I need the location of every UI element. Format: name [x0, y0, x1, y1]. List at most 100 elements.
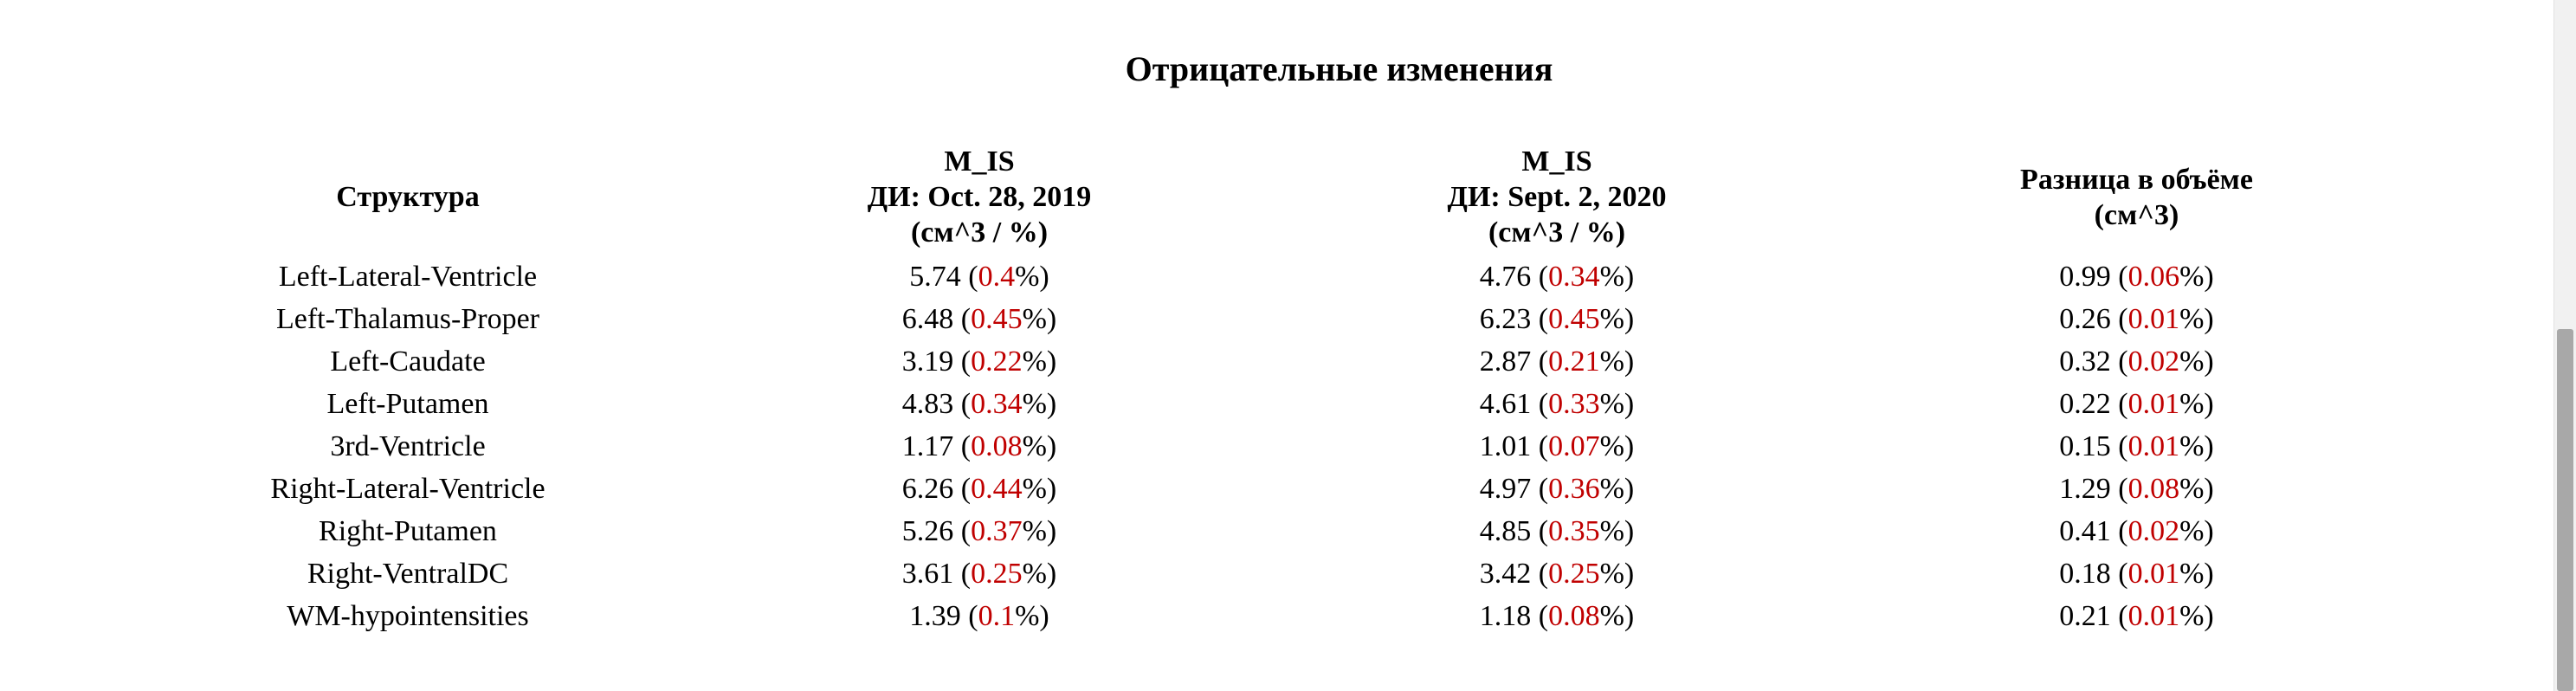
difference-percent: 0.01	[2127, 430, 2180, 462]
scan-2-percent: 0.33	[1548, 388, 1600, 420]
scan-1-percent: 0.1	[978, 600, 1016, 632]
difference-cell: 1.29 (0.08%)	[2059, 473, 2214, 505]
header-difference-units: (см^3)	[2094, 198, 2179, 231]
difference-cell: 0.41 (0.02%)	[2059, 515, 2214, 547]
difference-cell: 0.22 (0.01%)	[2059, 388, 2214, 420]
difference-volume: 1.29	[2059, 473, 2111, 505]
header-scan-1-units: (см^3 / %)	[910, 216, 1049, 249]
scan-2-volume: 4.76	[1479, 261, 1532, 293]
scan-1-volume: 6.26	[901, 473, 954, 505]
scan-1-volume: 6.48	[901, 303, 954, 335]
scan-2-cell: 4.76 (0.34%)	[1479, 261, 1635, 293]
scan-1-volume: 5.26	[901, 515, 954, 547]
scan-2-percent: 0.45	[1548, 303, 1600, 335]
scan-2-percent: 0.08	[1548, 600, 1600, 632]
scan-1-percent: 0.37	[971, 515, 1023, 547]
scan-1-percent: 0.45	[971, 303, 1023, 335]
difference-cell: 0.32 (0.02%)	[2059, 346, 2214, 378]
difference-percent: 0.01	[2127, 558, 2180, 590]
structure-name: Left-Putamen	[326, 388, 489, 420]
table-row: Left-Putamen 4.83 (0.34%) 4.61 (0.33%) 0…	[123, 383, 2425, 425]
scan-2-cell: 3.42 (0.25%)	[1479, 558, 1635, 590]
difference-percent: 0.01	[2127, 303, 2180, 335]
scan-1-volume: 4.83	[901, 388, 954, 420]
scan-1-volume: 1.17	[901, 430, 954, 462]
header-scan-2-date: ДИ: Sept. 2, 2020	[1447, 181, 1667, 213]
difference-cell: 0.15 (0.01%)	[2059, 430, 2214, 462]
difference-cell: 0.18 (0.01%)	[2059, 558, 2214, 590]
scan-2-volume: 4.97	[1479, 473, 1532, 505]
structure-name: 3rd-Ventricle	[330, 430, 486, 462]
table-row: WM-hypointensities 1.39 (0.1%) 1.18 (0.0…	[123, 595, 2425, 637]
scan-1-percent: 0.44	[971, 473, 1023, 505]
structure-name: Right-Putamen	[319, 515, 497, 547]
scan-1-cell: 3.61 (0.25%)	[901, 558, 1057, 590]
scan-1-percent: 0.34	[971, 388, 1023, 420]
header-difference: Разница в объёме (см^3)	[1848, 144, 2425, 255]
structure-name: Left-Thalamus-Proper	[276, 303, 539, 335]
scan-2-cell: 4.61 (0.33%)	[1479, 388, 1635, 420]
scan-1-cell: 6.26 (0.44%)	[901, 473, 1057, 505]
scan-2-percent: 0.35	[1548, 515, 1600, 547]
difference-volume: 0.21	[2059, 600, 2111, 632]
difference-volume: 0.18	[2059, 558, 2111, 590]
scan-2-percent: 0.25	[1548, 558, 1600, 590]
table-row: Right-Lateral-Ventricle 6.26 (0.44%) 4.9…	[123, 468, 2425, 510]
scan-2-volume: 1.01	[1479, 430, 1532, 462]
difference-volume: 0.32	[2059, 346, 2111, 378]
scan-1-cell: 5.26 (0.37%)	[901, 515, 1057, 547]
scan-2-cell: 4.97 (0.36%)	[1479, 473, 1635, 505]
scan-2-volume: 6.23	[1479, 303, 1532, 335]
table-row: Left-Thalamus-Proper 6.48 (0.45%) 6.23 (…	[123, 298, 2425, 340]
table-row: Left-Caudate 3.19 (0.22%) 2.87 (0.21%) 0…	[123, 340, 2425, 383]
scan-2-cell: 2.87 (0.21%)	[1479, 346, 1635, 378]
table-row: Right-Putamen 5.26 (0.37%) 4.85 (0.35%) …	[123, 510, 2425, 552]
scan-1-volume: 3.19	[901, 346, 954, 378]
scan-1-volume: 1.39	[909, 600, 961, 632]
table-row: Left-Lateral-Ventricle 5.74 (0.4%) 4.76 …	[123, 255, 2425, 298]
header-scan-2: M_IS ДИ: Sept. 2, 2020 (см^3 / %)	[1266, 144, 1848, 255]
difference-percent: 0.01	[2127, 388, 2180, 420]
page-title: Отрицательные изменения	[1125, 49, 1553, 88]
scan-1-percent: 0.08	[971, 430, 1023, 462]
volume-table: Структура M_IS ДИ: Oct. 28, 2019 (см^3 /…	[123, 144, 2425, 637]
scan-1-cell: 1.39 (0.1%)	[909, 600, 1049, 632]
table-row: Right-VentralDC 3.61 (0.25%) 3.42 (0.25%…	[123, 552, 2425, 595]
difference-volume: 0.99	[2059, 261, 2111, 293]
structure-name: Left-Lateral-Ventricle	[278, 261, 538, 293]
table-body: Left-Lateral-Ventricle 5.74 (0.4%) 4.76 …	[123, 255, 2425, 637]
scan-1-cell: 4.83 (0.34%)	[901, 388, 1057, 420]
difference-percent: 0.01	[2127, 600, 2180, 632]
header-scan-1: M_IS ДИ: Oct. 28, 2019 (см^3 / %)	[693, 144, 1266, 255]
table-row: 3rd-Ventricle 1.17 (0.08%) 1.01 (0.07%) …	[123, 425, 2425, 468]
scan-1-volume: 3.61	[901, 558, 954, 590]
structure-name: Right-VentralDC	[307, 558, 509, 590]
structure-name: Left-Caudate	[330, 346, 486, 378]
structure-name: WM-hypointensities	[287, 600, 529, 632]
header-difference-label: Разница в объёме	[2020, 163, 2253, 196]
difference-cell: 0.21 (0.01%)	[2059, 600, 2214, 632]
difference-volume: 0.41	[2059, 515, 2111, 547]
scan-1-cell: 3.19 (0.22%)	[901, 346, 1057, 378]
vertical-scrollbar[interactable]	[2553, 0, 2576, 691]
header-scan-1-name: M_IS	[944, 145, 1015, 178]
scan-2-percent: 0.07	[1548, 430, 1600, 462]
header-structure: Структура	[123, 144, 693, 255]
scan-2-cell: 4.85 (0.35%)	[1479, 515, 1635, 547]
scan-1-percent: 0.4	[978, 261, 1016, 293]
header-scan-2-units: (см^3 / %)	[1488, 216, 1626, 249]
scan-1-cell: 1.17 (0.08%)	[901, 430, 1057, 462]
scan-1-cell: 6.48 (0.45%)	[901, 303, 1057, 335]
header-scan-2-name: M_IS	[1521, 145, 1592, 178]
scan-2-percent: 0.34	[1548, 261, 1600, 293]
scan-2-cell: 1.01 (0.07%)	[1479, 430, 1635, 462]
scrollbar-thumb[interactable]	[2557, 329, 2573, 691]
scan-2-cell: 6.23 (0.45%)	[1479, 303, 1635, 335]
difference-percent: 0.02	[2127, 346, 2180, 378]
scan-2-volume: 4.61	[1479, 388, 1532, 420]
scan-2-volume: 1.18	[1479, 600, 1532, 632]
scan-2-volume: 2.87	[1479, 346, 1532, 378]
scan-2-percent: 0.36	[1548, 473, 1600, 505]
scan-1-percent: 0.25	[971, 558, 1023, 590]
